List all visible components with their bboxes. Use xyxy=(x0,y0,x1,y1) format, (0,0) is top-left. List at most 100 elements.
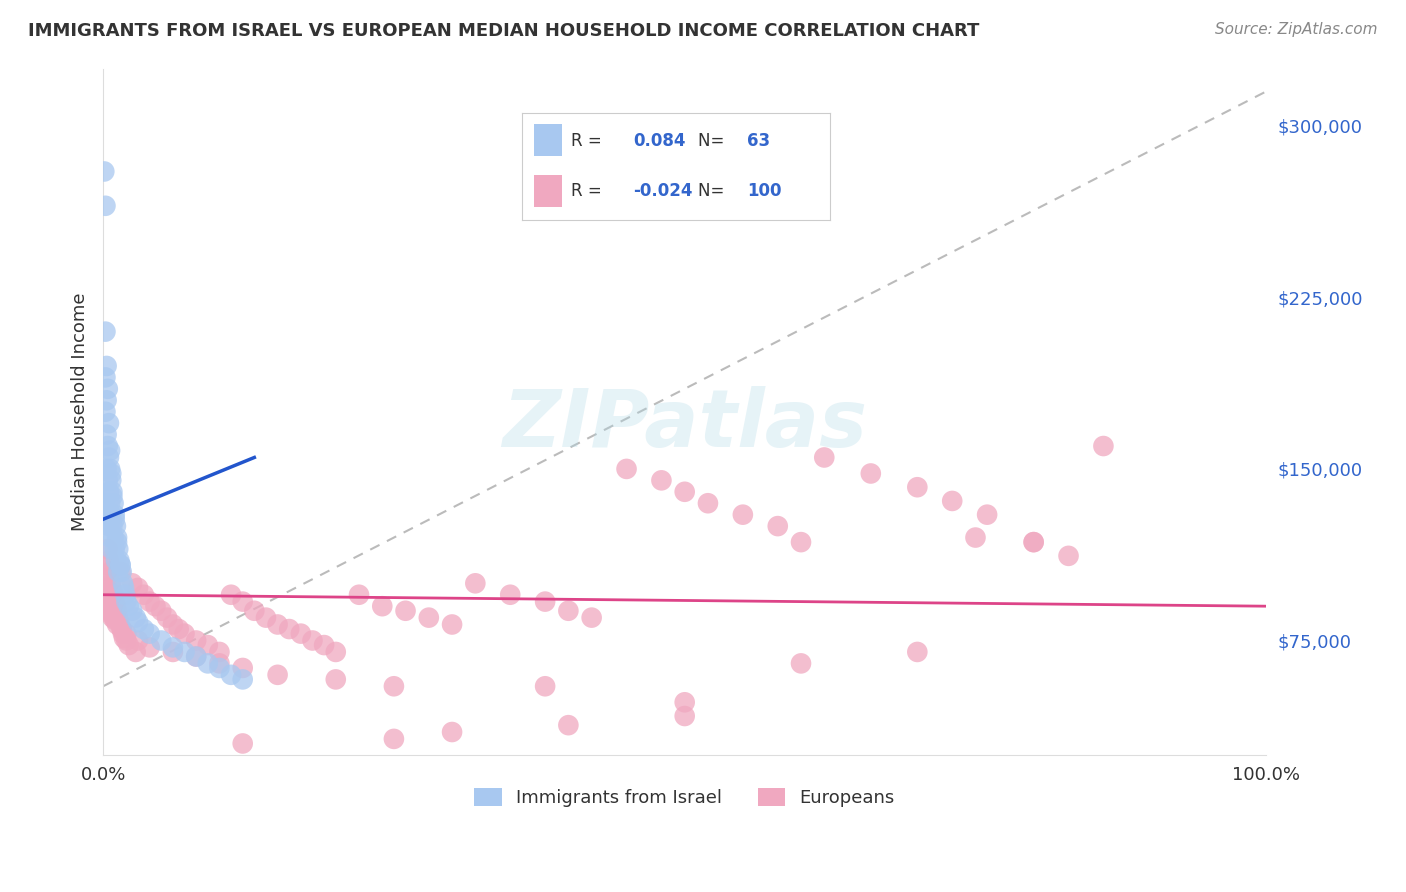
Point xyxy=(96,462,118,476)
Point xyxy=(104,599,127,614)
Point xyxy=(138,594,160,608)
Point xyxy=(94,199,117,213)
Point xyxy=(156,610,179,624)
Point xyxy=(499,588,522,602)
Point xyxy=(132,588,155,602)
Point xyxy=(208,645,231,659)
Point xyxy=(96,581,118,595)
Point xyxy=(97,588,120,602)
Point xyxy=(941,494,963,508)
Text: Source: ZipAtlas.com: Source: ZipAtlas.com xyxy=(1215,22,1378,37)
Point xyxy=(254,610,277,624)
Point xyxy=(859,467,882,481)
Point xyxy=(673,484,696,499)
Point xyxy=(111,622,134,636)
Point xyxy=(232,594,254,608)
Point xyxy=(905,480,928,494)
Point xyxy=(100,604,122,618)
Point xyxy=(965,531,987,545)
Point xyxy=(105,604,128,618)
Point xyxy=(97,594,120,608)
Point xyxy=(110,558,132,572)
Point xyxy=(100,474,122,488)
Point xyxy=(125,645,148,659)
Point xyxy=(100,541,122,556)
Point xyxy=(266,617,288,632)
Point xyxy=(232,736,254,750)
Point xyxy=(98,462,121,476)
Point xyxy=(97,484,120,499)
Point xyxy=(232,661,254,675)
Point xyxy=(97,439,120,453)
Point xyxy=(96,427,118,442)
Point xyxy=(100,508,122,522)
Point xyxy=(98,565,121,579)
Point xyxy=(121,576,143,591)
Point xyxy=(673,695,696,709)
Point xyxy=(1022,535,1045,549)
Point xyxy=(93,512,115,526)
Point xyxy=(103,588,125,602)
Point xyxy=(464,576,486,591)
Point xyxy=(110,565,132,579)
Point xyxy=(290,626,312,640)
Point xyxy=(673,709,696,723)
Point xyxy=(115,594,138,608)
Point xyxy=(557,718,579,732)
Point xyxy=(534,679,557,693)
Point xyxy=(98,599,121,614)
Point xyxy=(418,610,440,624)
Point xyxy=(111,626,134,640)
Point xyxy=(93,496,115,510)
Point xyxy=(1022,535,1045,549)
Point xyxy=(905,645,928,659)
Point xyxy=(208,657,231,671)
Point xyxy=(125,610,148,624)
Point xyxy=(790,657,813,671)
Point xyxy=(100,467,122,481)
Legend: Immigrants from Israel, Europeans: Immigrants from Israel, Europeans xyxy=(467,780,903,814)
Point xyxy=(97,450,120,465)
Point xyxy=(162,645,184,659)
Point xyxy=(103,531,125,545)
Point xyxy=(976,508,998,522)
Point xyxy=(197,638,219,652)
Point xyxy=(97,382,120,396)
Point xyxy=(105,617,128,632)
Point xyxy=(557,604,579,618)
Point xyxy=(813,450,835,465)
Point xyxy=(101,484,124,499)
Point xyxy=(219,588,242,602)
Point xyxy=(98,496,121,510)
Point xyxy=(132,622,155,636)
Point xyxy=(94,405,117,419)
Point xyxy=(150,633,173,648)
Point xyxy=(650,474,672,488)
Point xyxy=(105,531,128,545)
Point xyxy=(96,393,118,408)
Point xyxy=(104,508,127,522)
Text: ZIPatlas: ZIPatlas xyxy=(502,386,868,465)
Point xyxy=(278,622,301,636)
Point xyxy=(111,576,134,591)
Point xyxy=(115,626,138,640)
Point xyxy=(101,608,124,623)
Point xyxy=(325,673,347,687)
Point xyxy=(105,535,128,549)
Point xyxy=(100,576,122,591)
Point xyxy=(104,541,127,556)
Point xyxy=(97,553,120,567)
Point xyxy=(186,649,208,664)
Point xyxy=(173,626,195,640)
Point xyxy=(266,668,288,682)
Point xyxy=(162,640,184,655)
Point xyxy=(347,588,370,602)
Point xyxy=(138,640,160,655)
Point xyxy=(1092,439,1115,453)
Point xyxy=(104,613,127,627)
Point xyxy=(94,370,117,384)
Point xyxy=(394,604,416,618)
Point xyxy=(127,633,149,648)
Point xyxy=(108,553,131,567)
Point xyxy=(118,638,141,652)
